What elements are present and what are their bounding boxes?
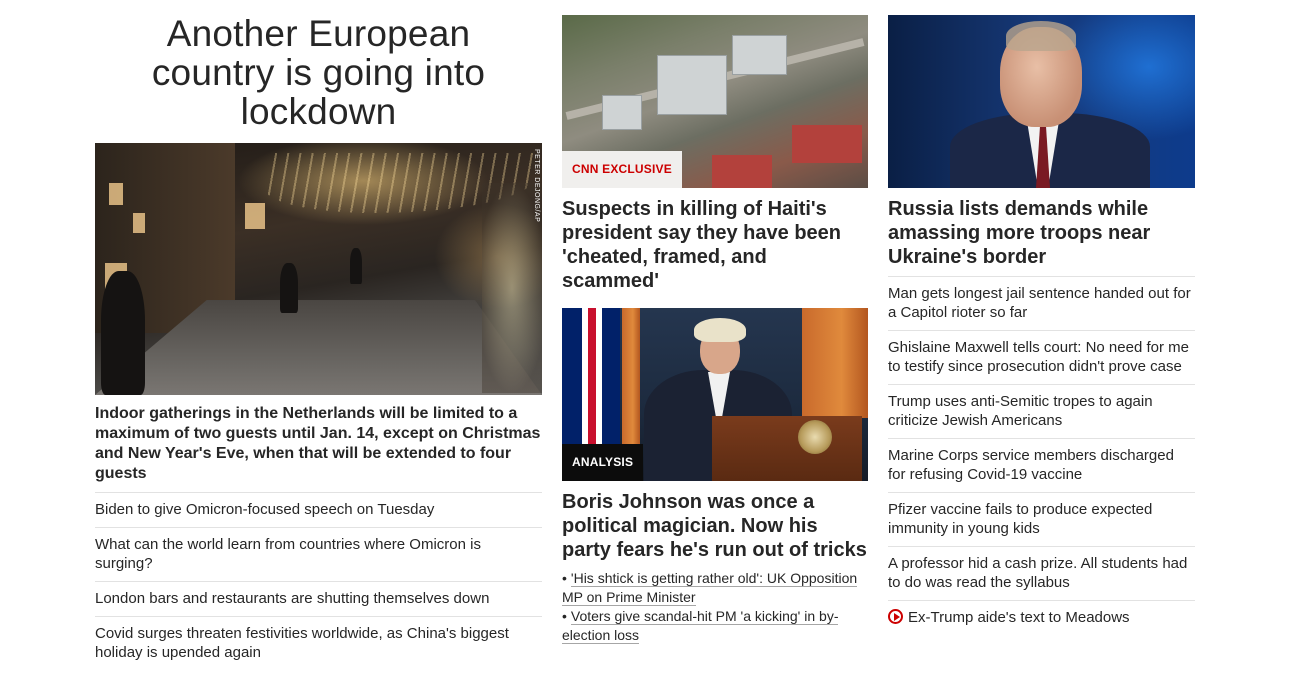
headlines-list: Man gets longest jail sentence handed ou… bbox=[888, 277, 1195, 635]
image-panel bbox=[622, 308, 640, 481]
sublink-item[interactable]: • 'His shtick is getting rather old': UK … bbox=[562, 569, 868, 607]
video-link-text[interactable]: Ex-Trump aide's text to Meadows bbox=[908, 609, 1130, 626]
netherlands-street-image[interactable]: PETER DEJONG/AP bbox=[95, 143, 542, 395]
putin-image[interactable] bbox=[888, 15, 1195, 188]
image-roof bbox=[712, 155, 772, 188]
image-crest bbox=[798, 420, 832, 454]
exclusive-badge: CNN EXCLUSIVE bbox=[562, 151, 682, 188]
list-item[interactable]: Pfizer vaccine fails to produce expected… bbox=[888, 493, 1195, 547]
sublink-text[interactable]: Voters give scandal-hit PM 'a kicking' i… bbox=[562, 608, 839, 644]
image-panel bbox=[802, 308, 868, 418]
image-building bbox=[657, 55, 727, 115]
image-person bbox=[101, 271, 145, 395]
image-person bbox=[350, 248, 362, 284]
image-person-hair bbox=[694, 318, 746, 342]
list-item[interactable]: What can the world learn from countries … bbox=[95, 528, 542, 582]
list-item[interactable]: Marine Corps service members discharged … bbox=[888, 439, 1195, 493]
boris-johnson-image[interactable]: ANALYSIS bbox=[562, 308, 868, 481]
bullet: • bbox=[562, 608, 567, 624]
boris-headline[interactable]: Boris Johnson was once a political magic… bbox=[562, 491, 867, 561]
haiti-aerial-image[interactable]: CNN EXCLUSIVE bbox=[562, 15, 868, 188]
image-credit: PETER DEJONG/AP bbox=[533, 149, 540, 223]
right-column: Russia lists demands while amassing more… bbox=[888, 0, 1195, 635]
list-item[interactable]: A professor hid a cash prize. All studen… bbox=[888, 547, 1195, 601]
list-item[interactable]: Biden to give Omicron-focused speech on … bbox=[95, 493, 542, 528]
list-item[interactable]: Ghislaine Maxwell tells court: No need f… bbox=[888, 331, 1195, 385]
lead-description[interactable]: Indoor gatherings in the Netherlands wil… bbox=[95, 404, 542, 493]
list-item[interactable]: Man gets longest jail sentence handed ou… bbox=[888, 277, 1195, 331]
lead-story-column: Another European country is going into l… bbox=[95, 0, 542, 670]
video-list-item[interactable]: Ex-Trump aide's text to Meadows bbox=[888, 601, 1195, 635]
image-building bbox=[602, 95, 642, 130]
image-window bbox=[245, 203, 265, 229]
related-links-list: Biden to give Omicron-focused speech on … bbox=[95, 493, 542, 670]
russia-headline[interactable]: Russia lists demands while amassing more… bbox=[888, 197, 1195, 277]
list-item[interactable]: Covid surges threaten festivities worldw… bbox=[95, 625, 509, 661]
bullet: • bbox=[562, 570, 567, 586]
play-icon bbox=[888, 609, 903, 624]
image-window bbox=[133, 213, 145, 233]
image-window bbox=[109, 183, 123, 205]
list-item[interactable]: London bars and restaurants are shutting… bbox=[95, 582, 542, 617]
image-building bbox=[732, 35, 787, 75]
list-item[interactable]: Trump uses anti-Semitic tropes to again … bbox=[888, 385, 1195, 439]
sublink-text[interactable]: 'His shtick is getting rather old': UK O… bbox=[562, 570, 858, 606]
sublink-item[interactable]: • Voters give scandal-hit PM 'a kicking' … bbox=[562, 607, 868, 645]
middle-column: CNN EXCLUSIVE Suspects in killing of Hai… bbox=[562, 0, 868, 645]
image-podium bbox=[712, 416, 862, 481]
image-tie bbox=[1036, 123, 1050, 188]
analysis-badge: ANALYSIS bbox=[562, 444, 644, 481]
image-person bbox=[280, 263, 298, 313]
image-christmas-tree bbox=[482, 183, 542, 393]
image-hair bbox=[1006, 21, 1076, 51]
boris-related-links: • 'His shtick is getting rather old': UK … bbox=[562, 569, 868, 645]
haiti-headline[interactable]: Suspects in killing of Haiti's president… bbox=[562, 198, 842, 292]
image-roof bbox=[792, 125, 862, 163]
lead-headline[interactable]: Another European country is going into l… bbox=[151, 13, 486, 132]
